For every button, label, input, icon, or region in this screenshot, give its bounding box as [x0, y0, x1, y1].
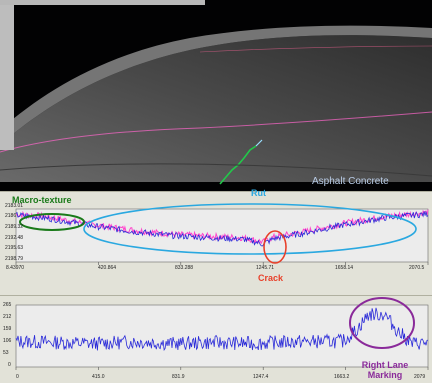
road-edge-line	[0, 111, 432, 153]
laser-trace-line-secondary	[255, 139, 263, 147]
profile-y-tick: 2198.79	[5, 256, 24, 262]
intensity-profile-chart	[15, 297, 429, 370]
profile-y-tick: 2186	[5, 213, 17, 219]
intensity-y-tick: 106	[3, 338, 12, 344]
profile-x-tick: 2070.5	[409, 265, 425, 271]
profile-y-tick: 2195.63	[5, 245, 24, 251]
profile-y-tick: 2183.01	[5, 203, 24, 209]
macro-texture-ellipse	[19, 213, 85, 231]
road-edge-line-upper	[199, 45, 432, 53]
profile-x-tick: 833.288	[175, 265, 194, 271]
profile-x-tick: 1245.71	[256, 265, 275, 271]
intensity-y-tick: 212	[3, 314, 12, 320]
intensity-x-tick: 1247.4	[253, 374, 269, 380]
intensity-y-tick: 53	[3, 350, 9, 356]
crack-ellipse	[263, 230, 287, 264]
intensity-y-tick: 0	[8, 362, 11, 368]
intensity-x-tick: 415.0	[92, 374, 105, 380]
profile-x-tick: 1658.14	[335, 265, 354, 271]
profile-x-tick: 8.43970	[6, 265, 25, 271]
profile-y-tick: 2189.32	[5, 224, 24, 230]
rut-ellipse	[83, 203, 417, 255]
right-lane-marking-line1: Right Lane	[361, 360, 409, 370]
lane-marking-ellipse	[349, 297, 415, 349]
right-lane-marking-line2: Marking	[367, 370, 403, 380]
crack-label: Crack	[258, 273, 284, 283]
intensity-series-blue	[15, 307, 429, 351]
profile-x-tick: 420.864	[98, 265, 117, 271]
transverse-profile-chart	[15, 203, 429, 265]
laser-trace-line	[219, 145, 257, 185]
surface-type-label: Asphalt Concrete	[312, 176, 389, 187]
macro-texture-label: Macro-texture	[12, 195, 72, 205]
intensity-x-tick: 831.9	[172, 374, 185, 380]
pavement-scan-image	[0, 25, 432, 185]
pavement-scan-view: Asphalt Concrete	[0, 0, 432, 191]
right-lane-marking-label: Right Lane Marking	[352, 360, 418, 380]
intensity-x-tick: 1663.2	[334, 374, 350, 380]
intensity-y-tick: 265	[3, 302, 12, 308]
intensity-plot-area	[15, 304, 429, 368]
left-gutter	[0, 5, 14, 150]
intensity-x-tick: 0	[16, 374, 19, 380]
road-shoulder	[0, 25, 432, 146]
road-surface	[0, 35, 432, 182]
rut-label: Rut	[251, 188, 266, 198]
road-bottom-edge	[0, 163, 432, 177]
intensity-y-tick: 159	[3, 326, 12, 332]
profile-y-tick: 2192.48	[5, 235, 24, 241]
caption-bar	[0, 0, 205, 5]
intensity-x-tick: 2079	[414, 374, 426, 380]
